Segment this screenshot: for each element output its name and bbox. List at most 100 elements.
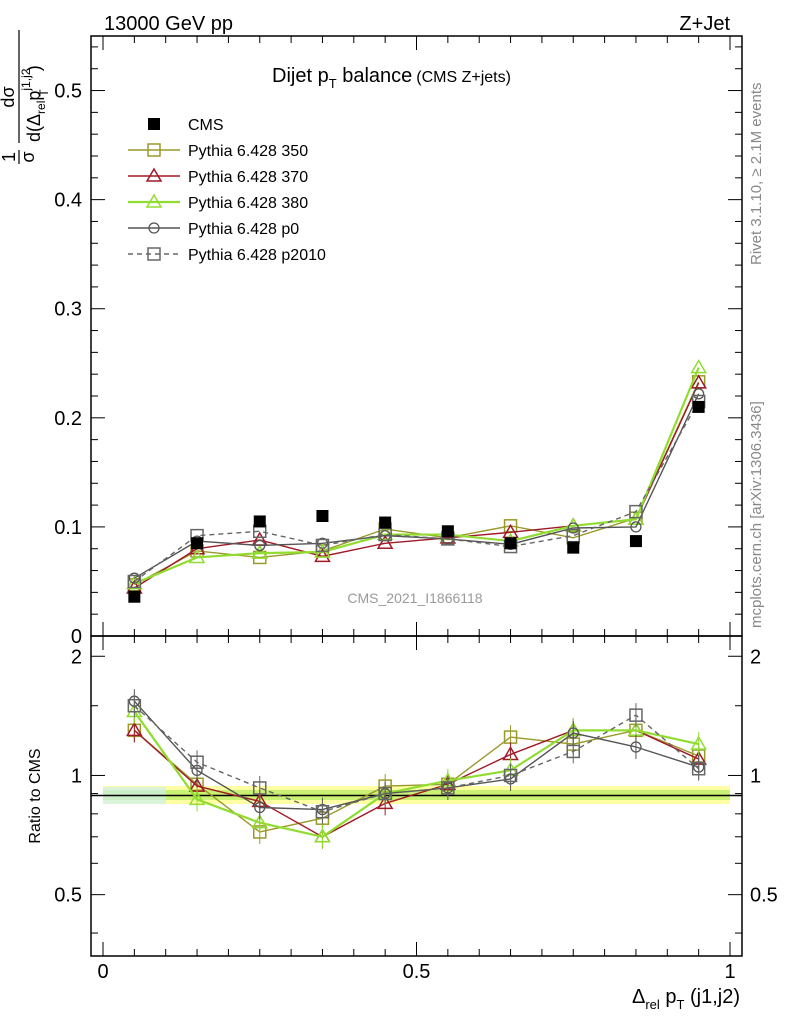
legend-label-pythia-6-428-380: Pythia 6.428 380	[188, 195, 308, 212]
data-point-pythia-6-428-370	[690, 374, 707, 389]
legend-marker-pythia-6-428-350	[147, 143, 161, 157]
header-right: Z+Jet	[679, 13, 730, 35]
series-line-pythia-6-428-370	[133, 382, 700, 589]
legend-marker-pythia-6-428-p0	[148, 222, 160, 234]
ratio-y-axis-label: Ratio to CMS	[27, 748, 44, 843]
data-point-pythia-6-428-p2010	[315, 538, 330, 553]
legend-marker-pythia-6-428-370	[145, 167, 163, 182]
data-point-pythia-6-428-380	[690, 359, 707, 374]
ylabel-denominator: d(Δrelpj1,j2T)	[19, 65, 51, 142]
ratio-point-pythia-6-428-p2010	[566, 744, 580, 759]
data-point-cms	[191, 537, 204, 550]
plot-title: Dijet pT balance (CMS Z+jets)	[272, 65, 511, 91]
data-point-cms	[316, 510, 329, 522]
data-point-cms	[692, 400, 705, 413]
ratio-point-pythia-6-428-p0	[630, 741, 642, 753]
data-point-cms	[441, 525, 454, 538]
ratio-point-pythia-6-428-p2010	[315, 804, 330, 819]
ratio-point-pythia-6-428-p2010	[190, 755, 204, 769]
ratio-y-tick-label-left: 0.5	[54, 885, 82, 907]
data-point-pythia-6-428-370	[314, 547, 331, 563]
data-point-cms	[504, 537, 517, 550]
ratio-y-tick-label-right: 1	[750, 765, 761, 787]
ratio-point-pythia-6-428-p2010	[691, 761, 706, 776]
ratio-point-pythia-6-428-380	[188, 790, 206, 806]
legend-label-cms: CMS	[188, 117, 224, 134]
ratio-point-pythia-6-428-p0	[567, 727, 579, 739]
data-point-cms	[128, 590, 141, 603]
legend: CMS Pythia 6.428 350 Pythia 6.428 370 Pythi…	[128, 117, 326, 264]
ratio-point-pythia-6-428-p2010	[629, 708, 643, 722]
main-y-axis-label: 1 σ dσ d(Δrelpj1,j2T)	[0, 30, 51, 164]
data-point-pythia-6-428-p2010	[127, 574, 142, 589]
legend-label-pythia-6-428-p0: Pythia 6.428 p0	[188, 221, 299, 238]
data-point-pythia-6-428-p0	[630, 521, 642, 533]
data-point-pythia-6-428-370	[376, 534, 394, 550]
ratio-point-pythia-6-428-370	[376, 794, 394, 810]
ratio-point-pythia-6-428-380	[251, 814, 269, 829]
legend-label-pythia-6-428-370: Pythia 6.428 370	[188, 169, 308, 186]
legend-label-pythia-6-428-350: Pythia 6.428 350	[188, 143, 308, 160]
ratio-y-tick-label-left: 2	[71, 646, 82, 668]
ratio-line-pythia-6-428-350	[133, 729, 699, 833]
data-point-pythia-6-428-380	[251, 544, 269, 559]
ratio-point-pythia-6-428-370	[126, 721, 143, 737]
ratio-point-pythia-6-428-380	[690, 735, 707, 750]
x-tick-label: 0.5	[403, 961, 431, 983]
series-line-pythia-6-428-380	[133, 367, 700, 585]
ratio-point-pythia-6-428-p0	[254, 801, 266, 814]
main-y-tick-label: 0.5	[54, 81, 82, 103]
ratio-point-pythia-6-428-p2010	[378, 786, 392, 801]
data-point-pythia-6-428-380	[376, 526, 394, 541]
axis-ticks: 0 0.5 1 0 0.1 0.2 0.3 0.4 0.5 0.5 0.5 1 1 2 2	[54, 36, 778, 983]
data-point-cms	[379, 516, 392, 529]
ylabel-dsigma: dσ	[0, 86, 18, 107]
mcplots-label: mcplots.cern.ch [arXiv:1306.3436]	[748, 401, 765, 628]
legend-marker-cms	[148, 118, 160, 130]
ratio-point-pythia-6-428-p2010	[441, 781, 455, 795]
ratio-y-tick-label-right: 2	[750, 646, 761, 668]
data-point-pythia-6-428-380	[188, 548, 206, 564]
data-point-cms	[567, 541, 580, 554]
data-point-cms	[629, 535, 642, 548]
ratio-point-pythia-6-428-p2010	[503, 768, 518, 783]
legend-label-pythia-6-428-p2010: Pythia 6.428 p2010	[188, 247, 326, 264]
data-point-pythia-6-428-380	[126, 575, 143, 590]
x-axis-label: Δrel pT (j1,j2)	[632, 986, 740, 1012]
analysis-watermark: CMS_2021_I1866118	[347, 590, 482, 606]
main-y-tick-label: 0	[71, 626, 82, 648]
x-tick-label: 1	[724, 961, 735, 983]
data-point-pythia-6-428-p0	[316, 537, 329, 549]
ratio-point-pythia-6-428-380	[314, 828, 331, 843]
ylabel-one: 1	[0, 152, 19, 162]
series-line-pythia-6-428-350	[134, 381, 700, 586]
main-y-tick-label: 0.2	[54, 408, 82, 430]
data-point-pythia-6-428-p0	[567, 522, 579, 534]
data-point-pythia-6-428-p0	[254, 539, 266, 552]
data-point-pythia-6-428-p0	[693, 388, 705, 400]
ratio-series-layer	[126, 689, 707, 849]
ratio-point-pythia-6-428-p2010	[127, 698, 142, 713]
ratio-line-pythia-6-428-p2010	[133, 705, 700, 813]
ratio-point-pythia-6-428-p2010	[253, 781, 267, 795]
ratio-y-tick-label-right: 0.5	[750, 885, 778, 907]
x-tick-label: 0	[97, 961, 108, 983]
legend-marker-pythia-6-428-p2010	[147, 247, 161, 261]
data-point-pythia-6-428-p0	[128, 572, 141, 584]
main-y-tick-label: 0.4	[54, 190, 82, 212]
header-left: 13000 GeV pp	[104, 13, 233, 35]
ylabel-sigma: σ	[18, 151, 38, 162]
rivet-version-label: Rivet 3.1.10, ≥ 2.1M events	[748, 83, 765, 266]
series-line-pythia-6-428-p0	[133, 393, 700, 579]
main-y-tick-label: 0.1	[54, 517, 82, 539]
series-line-pythia-6-428-p2010	[133, 401, 700, 583]
ratio-line-pythia-6-428-380	[133, 710, 699, 838]
main-y-tick-label: 0.3	[54, 299, 82, 321]
data-point-pythia-6-428-p2010	[629, 504, 643, 519]
main-series-layer	[126, 359, 707, 603]
data-point-cms	[253, 515, 266, 528]
legend-marker-pythia-6-428-380	[145, 193, 163, 208]
ratio-y-tick-label-left: 1	[71, 765, 82, 787]
